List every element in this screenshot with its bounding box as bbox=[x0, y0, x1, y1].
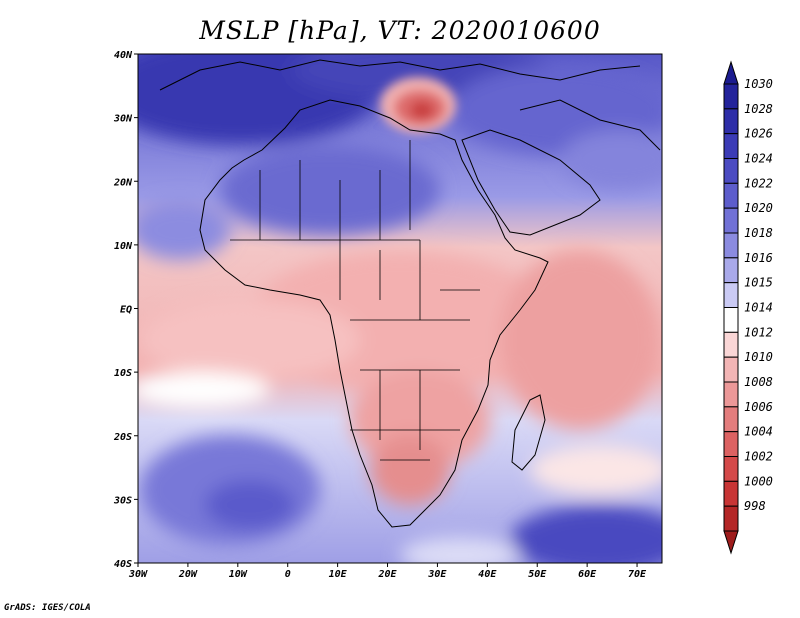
lon-label: 30E bbox=[427, 569, 447, 580]
colorbar-label: 1012 bbox=[744, 325, 773, 339]
map-title: MSLP [hPa], VT: 2020010600 bbox=[199, 16, 601, 45]
colorbar-label: 1030 bbox=[744, 77, 773, 91]
lon-label: 70E bbox=[628, 569, 647, 580]
europe-outline bbox=[159, 59, 641, 91]
lon-label: 10E bbox=[329, 569, 348, 580]
lon-label: 20W bbox=[178, 569, 198, 580]
madagascar-outline bbox=[511, 394, 546, 471]
lon-label: 10W bbox=[229, 569, 248, 580]
colorbar-label: 1022 bbox=[744, 176, 773, 190]
colorbar-swatch bbox=[723, 133, 739, 160]
colorbar-swatch bbox=[723, 331, 739, 358]
colorbar-label: 998 bbox=[744, 499, 766, 513]
lon-label: 50E bbox=[528, 569, 547, 580]
iran-outline bbox=[519, 99, 661, 151]
colorbar-top-arrow bbox=[723, 60, 739, 85]
colorbar-swatch bbox=[723, 257, 739, 284]
lat-label: 20S bbox=[113, 432, 132, 443]
colorbar-swatch bbox=[723, 406, 739, 433]
lon-label: 30W bbox=[128, 569, 148, 580]
colorbar-label: 1014 bbox=[744, 301, 773, 315]
lon-label: 20E bbox=[377, 569, 397, 580]
colorbar-swatch bbox=[723, 307, 739, 333]
colorbar-label: 1004 bbox=[744, 425, 773, 439]
lat-label: 10N bbox=[114, 241, 133, 252]
colorbar-swatch bbox=[723, 108, 739, 135]
latitude-axis: 40N 30N 20N 10N EQ 10S 20S 30S 40S bbox=[113, 50, 138, 570]
colorbar-label: 1000 bbox=[744, 474, 773, 488]
colorbar-label: 1020 bbox=[744, 201, 773, 215]
colorbar-swatch bbox=[723, 83, 739, 110]
colorbar-swatch bbox=[723, 282, 739, 308]
pressure-field bbox=[138, 54, 662, 563]
colorbar-swatch bbox=[723, 207, 739, 234]
colorbar-label: 1016 bbox=[744, 251, 773, 265]
colorbar-label: 1006 bbox=[744, 400, 773, 414]
colorbar-label: 1024 bbox=[744, 152, 773, 166]
colorbar-label: 1008 bbox=[744, 375, 773, 389]
lat-label: EQ bbox=[120, 305, 132, 316]
lat-label: 40N bbox=[114, 50, 133, 61]
colorbar-swatch bbox=[723, 356, 739, 383]
colorbar-label: 1002 bbox=[744, 450, 773, 464]
lat-label: 30S bbox=[113, 495, 132, 506]
colorbar-label: 1026 bbox=[744, 127, 773, 141]
colorbar-bottom-arrow bbox=[723, 530, 739, 555]
colorbar-swatch bbox=[723, 456, 739, 482]
colorbar-swatch bbox=[723, 431, 739, 457]
colorbar-label: 1010 bbox=[744, 350, 773, 364]
colorbar-swatch bbox=[723, 381, 739, 408]
coastlines bbox=[159, 59, 661, 528]
colorbar-label: 1015 bbox=[744, 276, 773, 290]
lat-label: 10S bbox=[114, 368, 132, 379]
arabia-outline bbox=[461, 129, 601, 236]
lat-label: 40S bbox=[114, 559, 132, 570]
lon-label: 40E bbox=[478, 569, 497, 580]
colorbar: 1030 1028 1026 1024 1022 1020 1018 1016 1015 1014… bbox=[723, 60, 773, 555]
lat-label: 20N bbox=[113, 177, 133, 188]
colorbar-swatch bbox=[723, 158, 739, 184]
colorbar-swatch bbox=[723, 182, 739, 209]
credit-text: GrADS: IGES/COLA bbox=[4, 603, 91, 613]
colorbar-swatch bbox=[723, 232, 739, 259]
lon-label: 60E bbox=[578, 569, 597, 580]
colorbar-swatch bbox=[723, 505, 739, 532]
lon-label: 0 bbox=[285, 569, 291, 580]
colorbar-label: 1018 bbox=[744, 226, 773, 240]
lat-label: 30N bbox=[113, 114, 133, 125]
longitude-axis: 30W 20W 10W 0 10E 20E 30E 40E 50E 60E 70E bbox=[128, 563, 647, 580]
border-lines bbox=[230, 140, 480, 461]
colorbar-label: 1028 bbox=[744, 102, 773, 116]
colorbar-swatch bbox=[723, 480, 739, 507]
africa-coastline bbox=[199, 99, 549, 528]
